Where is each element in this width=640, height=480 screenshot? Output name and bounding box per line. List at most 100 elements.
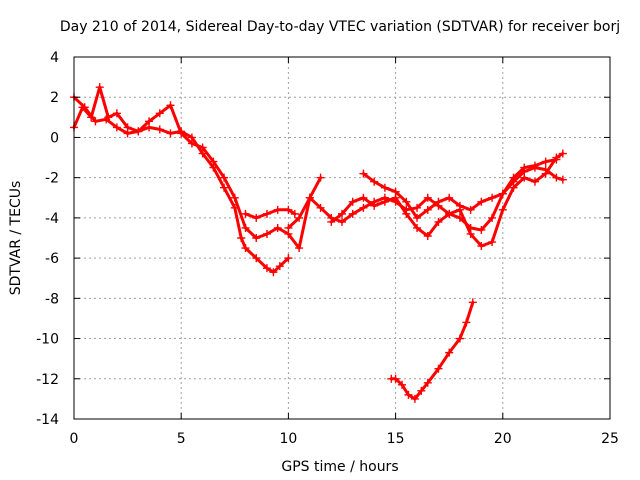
y-tick-label: -12 — [36, 372, 59, 388]
y-tick-label: 0 — [50, 130, 59, 146]
data-point-marker — [359, 203, 368, 212]
data-point-marker — [398, 380, 407, 389]
data-point-marker — [295, 213, 304, 222]
data-point-marker — [423, 205, 432, 214]
data-point-marker — [445, 193, 454, 202]
data-point-marker — [558, 175, 567, 184]
data-point-marker — [166, 129, 175, 138]
data-point-marker — [327, 217, 336, 226]
data-point-marker — [413, 223, 422, 232]
data-point-marker — [520, 167, 529, 176]
y-tick-label: -10 — [36, 332, 59, 348]
data-point-marker — [423, 378, 432, 387]
series-line — [389, 300, 475, 401]
data-point-marker — [290, 209, 299, 218]
y-tick-label: 4 — [50, 50, 59, 66]
data-point-marker — [252, 213, 261, 222]
data-point-marker — [488, 193, 497, 202]
data-point-marker — [209, 157, 218, 166]
data-point-marker — [284, 205, 293, 214]
data-point-marker — [558, 149, 567, 158]
data-point-marker — [241, 223, 250, 232]
chart-title: Day 210 of 2014, Sidereal Day-to-day VTE… — [60, 19, 620, 35]
data-point-marker — [91, 117, 100, 126]
y-tick-label: -4 — [45, 211, 59, 227]
series-track-b — [70, 83, 325, 253]
data-point-marker — [78, 103, 87, 112]
data-point-marker — [275, 262, 284, 271]
data-point-marker — [305, 193, 314, 202]
data-point-marker — [348, 209, 357, 218]
data-point-marker — [177, 129, 186, 138]
data-point-marker — [220, 173, 229, 182]
data-point-marker — [112, 123, 121, 132]
data-point-marker — [455, 334, 464, 343]
plot-layer — [70, 83, 567, 403]
data-point-marker — [410, 394, 419, 403]
data-point-marker — [541, 165, 550, 174]
data-point-marker — [423, 193, 432, 202]
data-point-marker — [370, 177, 379, 186]
data-point-marker — [316, 203, 325, 212]
data-point-marker — [145, 117, 154, 126]
data-point-marker — [552, 173, 561, 182]
data-point-marker — [477, 242, 486, 251]
data-point-marker — [262, 209, 271, 218]
data-point-marker — [237, 234, 246, 242]
series-track-g — [387, 298, 477, 403]
data-point-marker — [359, 193, 368, 202]
data-point-marker — [488, 213, 497, 222]
x-tick-label: 20 — [494, 431, 512, 447]
data-point-marker — [541, 157, 550, 166]
data-point-marker — [413, 213, 422, 222]
data-point-marker — [198, 143, 207, 152]
y-axis-label: SDTVAR / TECUs — [8, 181, 24, 296]
data-point-marker — [455, 201, 464, 210]
x-axis-label: GPS time / hours — [281, 459, 398, 475]
y-tick-label: -14 — [36, 412, 59, 428]
data-point-marker — [498, 189, 507, 198]
data-point-marker — [477, 197, 486, 206]
data-point-marker — [166, 101, 175, 110]
data-point-marker — [498, 205, 507, 214]
data-point-marker — [134, 127, 143, 136]
y-tick-label: -2 — [45, 171, 59, 187]
data-point-marker — [262, 229, 271, 238]
data-point-marker — [391, 187, 400, 196]
series-track-e — [327, 149, 567, 251]
data-point-marker — [462, 318, 471, 327]
data-point-marker — [273, 223, 282, 232]
data-point-marker — [155, 125, 164, 134]
data-point-marker — [488, 238, 497, 247]
data-point-marker — [284, 223, 293, 232]
data-point-marker — [434, 364, 443, 373]
series-line — [286, 158, 558, 232]
data-point-marker — [402, 209, 411, 218]
data-point-marker — [155, 109, 164, 118]
data-point-marker — [262, 264, 271, 273]
data-point-marker — [380, 197, 389, 206]
data-point-marker — [273, 205, 282, 214]
data-point-marker — [104, 113, 113, 122]
data-point-marker — [359, 169, 368, 178]
data-point-marker — [87, 113, 96, 122]
data-point-marker — [380, 183, 389, 192]
data-point-marker — [434, 197, 443, 206]
data-point-marker — [230, 193, 239, 202]
data-point-marker — [468, 298, 477, 307]
data-point-marker — [404, 390, 413, 399]
data-point-marker — [466, 205, 475, 214]
x-tick-label: 0 — [70, 431, 79, 447]
data-point-marker — [338, 209, 346, 218]
data-point-marker — [445, 209, 454, 218]
series-track-c — [241, 205, 299, 222]
series-track-f — [359, 163, 567, 222]
grid-layer — [74, 57, 610, 419]
data-point-marker — [316, 173, 325, 182]
data-point-marker — [112, 109, 121, 118]
data-point-marker — [338, 217, 346, 226]
y-tick-label: -8 — [45, 291, 59, 307]
data-point-marker — [530, 163, 539, 172]
